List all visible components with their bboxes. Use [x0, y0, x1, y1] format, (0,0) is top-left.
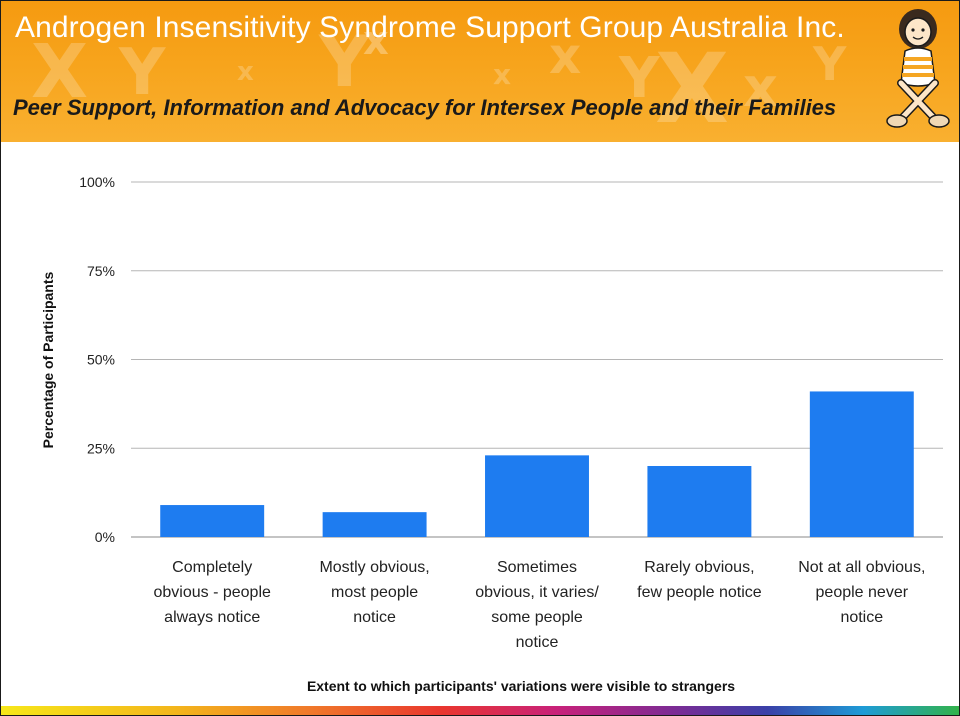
bar [485, 455, 589, 537]
x-category-label: Sometimes obvious, it varies/some people n… [475, 559, 599, 651]
background-x-letter: X [655, 33, 730, 142]
header-banner: X Y x Y x x x Y X x Y Androgen Insensiti… [1, 1, 959, 142]
chart-area: 0% 25% 50% 75% 100% Completely obvious - peop… [1, 142, 959, 707]
organization-title: Androgen Insensitivity Syndrome Support … [15, 11, 845, 44]
seated-figure-mascot-icon [886, 9, 950, 128]
background-y-letter: Y [813, 37, 847, 91]
bars [160, 391, 914, 537]
background-y-letter: Y [619, 46, 660, 111]
x-category-label: Not at all obvious, people never notice [798, 559, 925, 626]
rainbow-stripe [1, 706, 959, 715]
bar-chart: 0% 25% 50% 75% 100% Completely obvious - peop… [40, 174, 943, 694]
x-category-labels: Completely obvious - people always notice M… [153, 559, 925, 651]
bar [322, 512, 427, 537]
x-axis-title: Extent to which participants' variations… [307, 678, 735, 694]
y-tick-label: 0% [95, 529, 115, 545]
background-x-letter: x [493, 58, 512, 91]
x-category-label: Completely obvious - people always notice [153, 559, 271, 626]
background-x-letter: x [549, 27, 582, 85]
bar [647, 466, 752, 537]
y-tick-labels: 0% 25% 50% 75% 100% [79, 174, 115, 545]
y-tick-label: 75% [87, 263, 115, 279]
organization-tagline: Peer Support, Information and Advocacy f… [13, 95, 837, 120]
background-y-letter: Y [319, 21, 370, 103]
background-x-letter: x [743, 56, 778, 119]
bar [809, 391, 914, 537]
background-y-letter: Y [119, 36, 166, 110]
x-category-label: Rarely obvious, few people notice [637, 559, 762, 601]
y-tick-label: 50% [87, 352, 115, 368]
bar [160, 505, 265, 537]
background-x-letter: x [363, 18, 389, 64]
x-category-label: Mostly obvious, most people notice [319, 559, 429, 626]
y-tick-label: 100% [79, 174, 115, 190]
background-x-letter: x [237, 57, 254, 87]
background-x-letter: X [31, 29, 89, 115]
y-axis-title: Percentage of Participants [40, 271, 56, 448]
y-tick-label: 25% [87, 440, 115, 456]
